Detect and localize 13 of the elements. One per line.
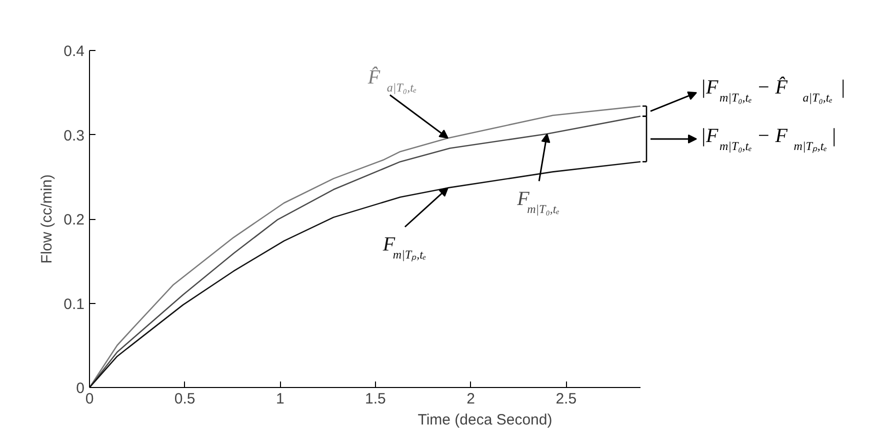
text: F̂a|T₀,tₑ — [366, 66, 417, 95]
y-axis-title: Flow (cc/min) — [38, 174, 56, 264]
x-tick-label: 0.5 — [174, 390, 196, 408]
y-tick-label: 0.2 — [64, 212, 85, 228]
x-axis-title: Time (deca Second) — [418, 412, 552, 428]
x-tick-label: 1.5 — [365, 390, 386, 408]
x-tick-label: 2 — [466, 390, 475, 408]
x-tick-label: 2.5 — [556, 390, 577, 408]
y-tick-label: 0 — [76, 380, 84, 397]
x-tick-label: 1 — [276, 390, 284, 408]
y-tick-label: 0.3 — [64, 127, 85, 144]
y-tick-label: 0.1 — [64, 296, 85, 313]
y-tick-label: 0.4 — [64, 43, 85, 60]
